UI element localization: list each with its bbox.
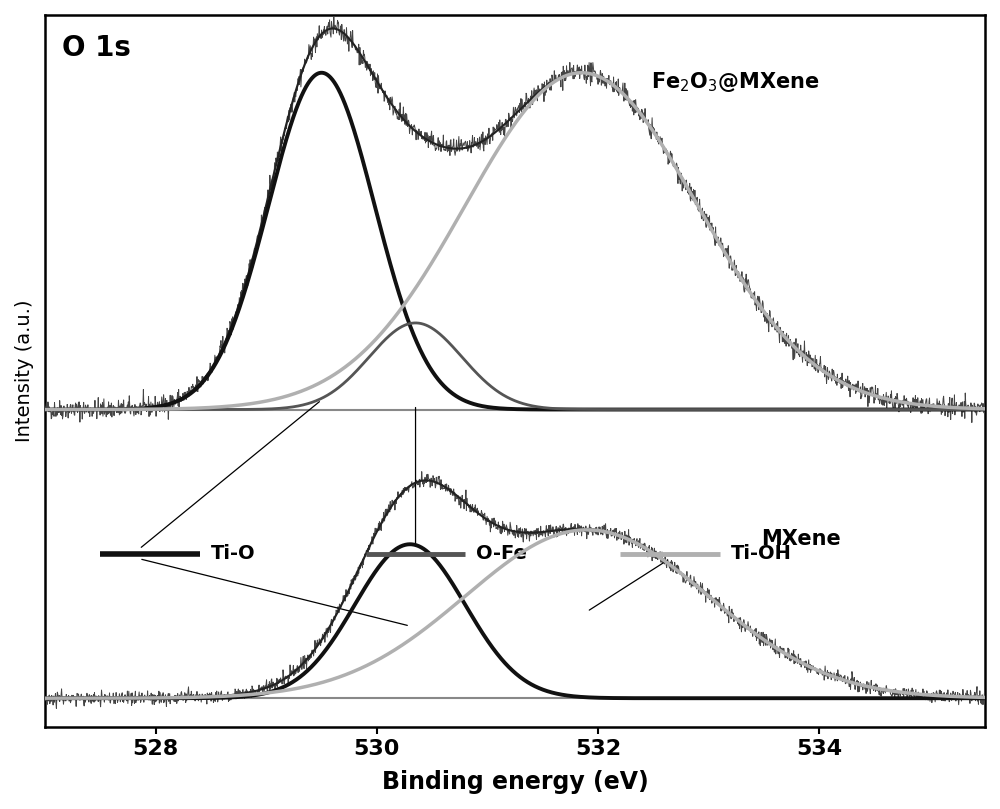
Text: O-Fe: O-Fe xyxy=(476,544,527,563)
Text: Ti-O: Ti-O xyxy=(211,544,256,563)
X-axis label: Binding energy (eV): Binding energy (eV) xyxy=(382,770,648,794)
Text: Ti-OH: Ti-OH xyxy=(731,544,792,563)
Y-axis label: Intensity (a.u.): Intensity (a.u.) xyxy=(15,300,34,443)
Text: O 1s: O 1s xyxy=(62,34,131,62)
Text: MXene: MXene xyxy=(762,529,841,549)
Text: Fe$_2$O$_3$@MXene: Fe$_2$O$_3$@MXene xyxy=(651,70,819,95)
